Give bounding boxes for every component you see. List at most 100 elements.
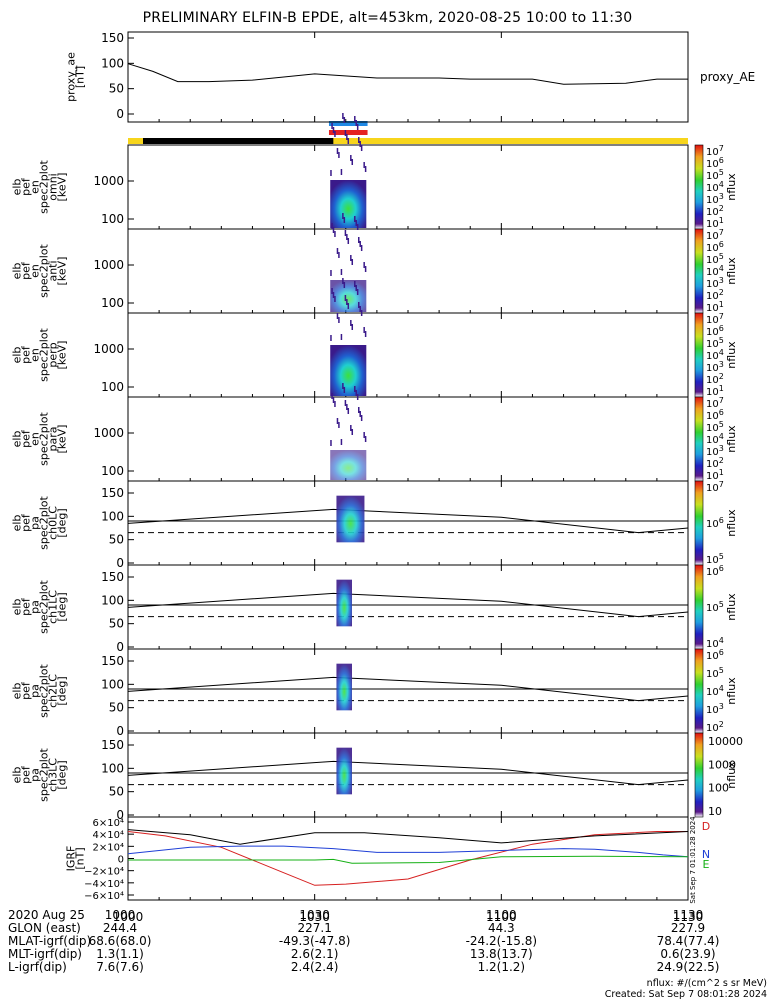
colorbar-exponent: 7 <box>719 480 724 489</box>
spectrogram-speck <box>358 407 360 413</box>
colorbar-exponent: 2 <box>719 372 724 381</box>
ylabel-ch1LC: elbpefpaspec2plotch1LC[deg] <box>11 580 69 634</box>
spectrogram-speck <box>342 278 344 284</box>
spectrogram-speck <box>331 223 333 229</box>
ylabel-line: en <box>29 264 42 278</box>
ylabel-line: elb <box>11 263 24 280</box>
footer-column: 1100 44.3 -24.2(-15.8) 13.8(13.7) 1.2(1.2) <box>441 909 561 974</box>
ytick-label-ch1LC: 150 <box>101 570 124 584</box>
ylabel-line: pa <box>29 768 42 782</box>
ytick-label-ch3LC: 50 <box>109 785 124 799</box>
colorbar-exponent: 4 <box>719 348 724 357</box>
colorbar-exponent: 7 <box>719 144 724 153</box>
spectrogram-speck <box>363 162 365 168</box>
spectrogram-speck <box>363 327 365 333</box>
spectrogram-speck <box>350 155 352 161</box>
ylabel-line: [nT] <box>74 847 87 869</box>
ylabel-line: [nT] <box>74 66 87 88</box>
spectrogram-speck <box>343 387 346 393</box>
spectrogram-speck <box>331 393 333 399</box>
colorbar-exponent: 3 <box>719 192 724 201</box>
science-zone-marker-red <box>328 130 368 135</box>
loss-cone-upper <box>127 508 689 534</box>
spectrogram-speck <box>340 334 343 340</box>
ylabel-line: ch3LC <box>47 758 60 792</box>
colorbar-ch3LC <box>694 732 704 818</box>
spectrogram-speck <box>356 124 359 130</box>
footer-value: 78.4(77.4) <box>656 934 720 948</box>
spectrogram-speck <box>346 404 348 410</box>
spectrogram-speck <box>332 397 335 403</box>
footer-value: 2.6(2.1) <box>290 947 339 961</box>
ylabel-line: elb <box>11 683 24 700</box>
igrf-legend-e: E <box>703 858 710 871</box>
ylabel-line: anti <box>47 260 60 281</box>
spectrogram-speck <box>334 296 336 302</box>
ytick-label-anti: 1000 <box>93 258 124 272</box>
spectrogram-speck <box>355 390 357 396</box>
colorbar-exponent: 6 <box>719 324 724 333</box>
colorbar-exponent: 1 <box>719 384 724 393</box>
ytick-label-igrf: −2×10⁴ <box>84 867 124 878</box>
igrf-line-n <box>127 845 689 858</box>
ytick-label-anti: 100 <box>101 296 124 310</box>
ylabel-line: en <box>29 180 42 194</box>
footer-value: 44.3 <box>487 921 515 935</box>
spectrogram-speck <box>354 116 356 122</box>
spectrogram-speck <box>356 224 359 230</box>
loss-cone-upper <box>127 676 689 702</box>
footer-value: 227.1 <box>297 921 332 935</box>
colorbar-tick: 10000 <box>708 735 743 748</box>
spectrogram-speck <box>351 259 354 265</box>
footer-value: 1030 <box>299 908 330 922</box>
spectrogram-speck <box>364 166 367 172</box>
spectrogram-speck <box>332 292 335 298</box>
spectrogram-speck <box>359 141 361 147</box>
footer-value: -24.2(-15.8) <box>465 934 538 948</box>
spectrogram-speck <box>347 408 350 414</box>
spectrogram-speck <box>347 138 350 144</box>
ylabel-ch0LC: elbpefpaspec2plotch0LC[deg] <box>11 496 69 550</box>
spectrogram-speck <box>338 422 340 428</box>
spectrogram-speck <box>343 282 346 288</box>
footer-mlt-label: MLT-igrf(dip) <box>8 947 82 961</box>
ylabel-line: pef <box>20 177 33 196</box>
ylabel-line: elb <box>11 347 24 364</box>
ylabel-line: [deg] <box>56 760 69 789</box>
spectrogram-speck <box>346 234 348 240</box>
ylabel-ch3LC: elbpefpaspec2plotch3LC[deg] <box>11 748 69 802</box>
ylabel-line: IGRF <box>65 846 78 872</box>
ylabel-anti: elbpefenspec2plotanti[keV] <box>11 244 69 298</box>
ytick-label-ch0LC: 100 <box>101 509 124 523</box>
created-stamp: Created: Sat Sep 7 08:01:28 2024 <box>604 989 767 1000</box>
science-zone-marker-blue <box>328 121 368 126</box>
spectrogram-speck <box>331 123 333 129</box>
footer-row-labels: 2020 Aug 25 GLON (east) MLAT-igrf(dip) M… <box>8 909 91 974</box>
spectrogram-speck <box>336 418 339 424</box>
ylabel-line: spec2plot <box>38 496 51 550</box>
ylabel-line: [keV] <box>56 341 69 370</box>
spectrogram-speck <box>359 306 361 312</box>
para-spectrogram <box>330 450 367 480</box>
ylabel-line: [deg] <box>56 676 69 705</box>
footer-value: 1.2(1.2) <box>477 960 526 974</box>
ytick-label-ch1LC: 50 <box>109 617 124 631</box>
footer-value: 244.4 <box>102 921 138 935</box>
xtick-label: 1030 <box>299 910 330 924</box>
ytick-label-ch0LC: 150 <box>101 486 124 500</box>
pitch-angle-patch <box>336 579 352 627</box>
colorbar-label-ch0LC: nflux <box>725 509 738 537</box>
colorbar-label-ch2LC: nflux <box>725 677 738 705</box>
colorbar-exponent: 5 <box>719 600 724 609</box>
colorbar-exponent: 5 <box>719 666 724 675</box>
ylabel-line: pef <box>20 429 33 448</box>
ytick-label-ch2LC: 150 <box>101 654 124 668</box>
ylabel-line: spec2plot <box>38 160 51 214</box>
ylabel-line: [keV] <box>56 425 69 454</box>
colorbar-exponent: 7 <box>719 396 724 405</box>
ylabel-line: [deg] <box>56 508 69 537</box>
spectrogram-speck <box>350 320 352 326</box>
spectrogram-speck <box>351 159 354 165</box>
spectrogram-speck <box>351 324 354 330</box>
footer-value: 227.9 <box>670 921 706 935</box>
